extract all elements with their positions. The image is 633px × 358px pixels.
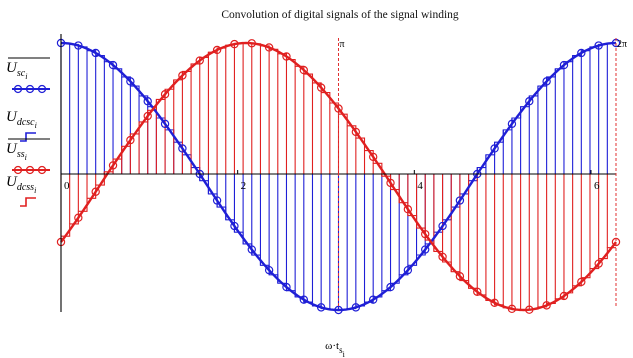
data-point — [490, 144, 499, 153]
data-point — [473, 287, 482, 296]
data-point — [594, 259, 603, 268]
legend-swatch-marker — [13, 84, 23, 94]
x-ticks: π 2π 0 2 4 6 — [60, 38, 627, 306]
legend-swatch-step — [20, 197, 36, 207]
data-point — [212, 45, 222, 55]
data-point — [91, 48, 100, 58]
data-point — [108, 161, 118, 170]
data-point — [438, 252, 447, 261]
data-point — [91, 187, 100, 196]
x-tick-label: 6 — [594, 180, 600, 192]
data-point — [282, 52, 291, 61]
data-point — [178, 71, 187, 80]
legend-label: Udcsci — [6, 109, 37, 130]
data-point — [594, 41, 603, 50]
data-point — [525, 97, 534, 106]
data-point — [368, 295, 378, 304]
legend-swatch-marker — [37, 165, 47, 175]
data-point — [334, 305, 343, 315]
data-point — [438, 221, 447, 231]
legend-entry: Ussi — [6, 138, 50, 175]
data-point — [542, 77, 551, 86]
legend-entry: Usci — [6, 57, 50, 94]
data-point — [143, 111, 152, 121]
data-point — [403, 265, 413, 275]
data-point — [577, 48, 586, 58]
x-axis-label: ω·tsi — [325, 340, 345, 358]
data-point — [351, 127, 361, 137]
data-point — [559, 291, 569, 301]
data-point — [455, 272, 465, 281]
data-point — [143, 97, 152, 106]
legend-swatch-step — [20, 132, 36, 142]
data-point — [421, 245, 430, 254]
data-point — [559, 60, 569, 70]
data-point — [577, 277, 586, 287]
data-point — [126, 135, 135, 145]
data-point — [160, 119, 170, 129]
data-point — [368, 152, 378, 162]
data-point — [264, 265, 274, 275]
legend-swatch-marker — [37, 84, 47, 94]
legend-label: Usci — [6, 60, 27, 81]
data-point — [160, 90, 170, 99]
data-point — [421, 229, 430, 239]
data-point — [386, 178, 395, 188]
data-point — [351, 303, 361, 312]
legend-entry: Udcsci — [6, 109, 37, 142]
marker-label: 2π — [617, 39, 627, 50]
marker-label: π — [340, 39, 345, 50]
data-point — [299, 295, 309, 304]
data-point — [178, 144, 187, 153]
data-point — [316, 83, 326, 92]
data-point — [74, 213, 83, 222]
data-point — [247, 245, 256, 254]
data-point — [403, 205, 413, 214]
data-point — [542, 301, 551, 310]
legend-entry: Udcssi — [6, 174, 36, 207]
data-point — [74, 41, 83, 50]
data-point — [230, 221, 239, 231]
x-tick-label: 4 — [417, 180, 423, 192]
data-point — [195, 56, 204, 65]
data-point — [386, 282, 395, 292]
data-point — [490, 298, 499, 307]
series-dcss-steps — [60, 42, 616, 311]
legend-label: Udcssi — [6, 174, 36, 195]
data-point — [230, 39, 239, 49]
chart-title: Convolution of digital signals of the si… — [221, 9, 459, 21]
data-point — [264, 43, 274, 52]
data-point — [126, 77, 135, 86]
legend-label: Ussi — [6, 141, 27, 162]
data-point — [507, 119, 517, 129]
legend-swatch-marker — [13, 165, 23, 175]
legend-swatch-marker — [25, 165, 35, 175]
data-point — [212, 196, 222, 205]
x-tick-label: 2 — [241, 180, 247, 192]
data-point — [507, 304, 517, 314]
data-point — [247, 39, 256, 48]
legend: Usci Udcsci Ussi Udcssi — [6, 57, 50, 207]
data-point — [282, 282, 291, 292]
data-point — [455, 196, 465, 205]
data-point — [525, 305, 534, 314]
x-tick-label: 0 — [64, 180, 70, 192]
data-point — [299, 65, 309, 75]
legend-swatch-marker — [25, 84, 35, 94]
data-point — [108, 60, 118, 70]
data-point — [316, 303, 326, 312]
